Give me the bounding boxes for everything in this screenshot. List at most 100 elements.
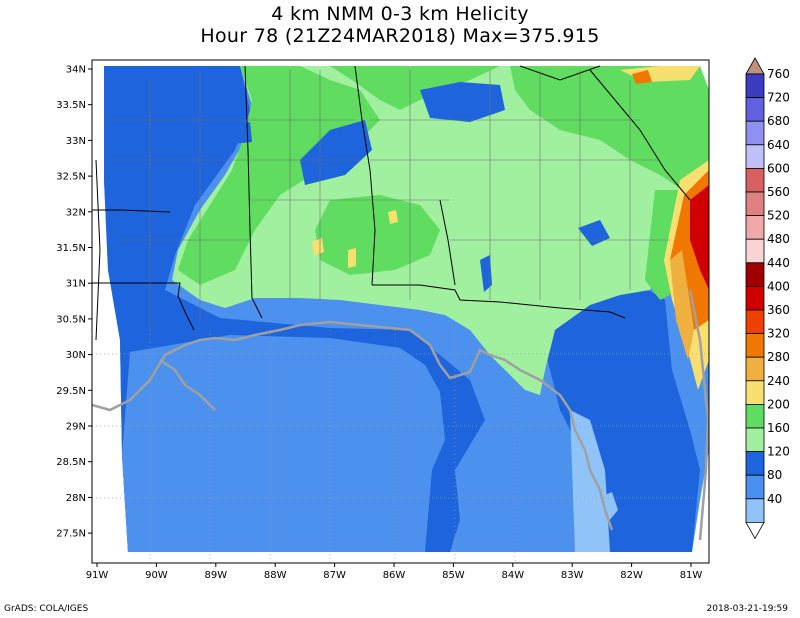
colorbar-label: 160 bbox=[767, 421, 790, 435]
colorbar-label: 480 bbox=[767, 232, 790, 246]
colorbar-label: 720 bbox=[767, 91, 790, 105]
map-subtitle: Hour 78 (21Z24MAR2018) Max=375.915 bbox=[200, 25, 600, 47]
mississippi-river bbox=[95, 159, 101, 341]
colorbar-bottom-triangle bbox=[745, 522, 765, 540]
lon-label: 82W bbox=[620, 570, 643, 581]
lon-label: 91W bbox=[86, 570, 109, 581]
lon-label: 86W bbox=[383, 570, 406, 581]
colorbar-label: 400 bbox=[767, 279, 790, 293]
colorbar-swatch bbox=[745, 120, 765, 146]
latitude-axis: 34N 33.5N 33N 32.5N 32N 31.5N 31N 30.5N 30N 29.5N… bbox=[56, 65, 92, 540]
colorbar-label: 80 bbox=[767, 468, 782, 482]
pale-blue-peninsula bbox=[570, 410, 610, 552]
colorbar-swatch bbox=[745, 427, 765, 453]
lat-label: 31N bbox=[66, 279, 86, 290]
colorbar-label: 280 bbox=[767, 350, 790, 364]
fl-border bbox=[372, 284, 626, 319]
savannah-river bbox=[589, 69, 691, 201]
lat-label: 32N bbox=[66, 207, 86, 218]
la-ms-border bbox=[92, 282, 195, 331]
colorbar: 760 720 680 640 600 560 520 480 440 400 360 320 280 2… bbox=[745, 57, 790, 540]
green-mid-central bbox=[315, 195, 440, 275]
plot-frame bbox=[91, 59, 710, 564]
colorbar-swatch bbox=[745, 474, 765, 500]
lon-label: 89W bbox=[204, 570, 227, 581]
colorbar-swatch bbox=[745, 403, 765, 429]
lat-label: 31.5N bbox=[56, 243, 86, 254]
county-lines bbox=[110, 70, 670, 330]
ga-sc-border bbox=[519, 65, 601, 81]
colorbar-swatch bbox=[745, 451, 765, 476]
lat-label: 28N bbox=[66, 493, 86, 504]
colorbar-label: 680 bbox=[767, 114, 790, 128]
lat-label: 28.5N bbox=[56, 457, 86, 468]
orange-ne-corner bbox=[632, 70, 652, 84]
colorbar-swatch bbox=[745, 285, 765, 311]
yellow-spot-1 bbox=[312, 238, 324, 256]
lat-label: 27.5N bbox=[56, 529, 86, 540]
colorbar-swatch bbox=[745, 238, 765, 264]
colorbar-label: 520 bbox=[767, 209, 790, 223]
lat-label: 33N bbox=[66, 136, 86, 147]
orange-light-sc bbox=[670, 250, 694, 360]
lat-label: 29N bbox=[66, 422, 86, 433]
colorbar-swatch bbox=[745, 380, 765, 405]
lon-label: 84W bbox=[501, 570, 524, 581]
graticule bbox=[92, 330, 709, 563]
yellow-spot-3 bbox=[388, 210, 398, 224]
al-ga-border bbox=[354, 65, 376, 286]
red-sc-coast bbox=[690, 185, 709, 290]
colorbar-label: 640 bbox=[767, 138, 790, 152]
lon-label: 88W bbox=[264, 570, 287, 581]
colorbar-label: 200 bbox=[767, 397, 790, 411]
colorbar-swatch bbox=[745, 191, 765, 217]
green-mid-belt-west bbox=[178, 66, 380, 285]
colorbar-swatch bbox=[745, 356, 765, 382]
colorbar-swatch bbox=[745, 167, 765, 193]
colorbar-top-triangle bbox=[745, 57, 765, 75]
blue-patch-georgia bbox=[420, 82, 505, 122]
lat-label: 29.5N bbox=[56, 386, 86, 397]
lat-label: 30.5N bbox=[56, 314, 86, 325]
lat-label: 34N bbox=[66, 65, 86, 76]
colorbar-swatch bbox=[745, 144, 765, 169]
colorbar-label: 40 bbox=[767, 492, 782, 506]
colorbar-swatch bbox=[745, 498, 765, 523]
ms-al-border bbox=[244, 65, 263, 319]
colorbar-swatch bbox=[745, 215, 765, 240]
green-mid-north bbox=[330, 66, 500, 110]
colorbar-label: 360 bbox=[767, 303, 790, 317]
colorbar-label: 440 bbox=[767, 256, 790, 270]
lon-label: 83W bbox=[561, 570, 584, 581]
green-mid-northeast bbox=[510, 66, 709, 200]
blue-patch-alabama bbox=[300, 120, 372, 185]
colorbar-label: 240 bbox=[767, 374, 790, 388]
blue-patch-river bbox=[480, 255, 492, 292]
lat-label: 32.5N bbox=[56, 172, 86, 183]
lon-label: 85W bbox=[442, 570, 465, 581]
colorbar-swatch bbox=[745, 333, 765, 358]
colorbar-label: 320 bbox=[767, 327, 790, 341]
lat-label: 30N bbox=[66, 350, 86, 361]
colorbar-label: 560 bbox=[767, 185, 790, 199]
lon-label: 81W bbox=[680, 570, 703, 581]
longitude-axis: 91W 90W 89W 88W 87W 86W 85W 84W 83W 82W 81W bbox=[86, 563, 703, 581]
blue-patch-sw-ga bbox=[578, 220, 610, 246]
state-borders bbox=[92, 65, 691, 341]
colorbar-swatch bbox=[745, 309, 765, 335]
colorbar-label: 760 bbox=[767, 67, 790, 81]
lon-label: 90W bbox=[145, 570, 168, 581]
colorbar-swatch bbox=[745, 262, 765, 287]
lon-label: 87W bbox=[323, 570, 346, 581]
ar-la-border bbox=[92, 209, 171, 213]
footer-credit: GrADS: COLA/IGES bbox=[4, 604, 89, 614]
colorbar-label: 600 bbox=[767, 161, 790, 175]
colorbar-swatch bbox=[745, 97, 765, 122]
colorbar-label: 120 bbox=[767, 445, 790, 459]
map-title: 4 km NMM 0-3 km Helicity bbox=[271, 3, 529, 25]
colorbar-swatch bbox=[745, 73, 765, 99]
footer-timestamp: 2018-03-21-19:59 bbox=[706, 604, 789, 614]
coastline bbox=[92, 289, 709, 541]
blue-patch-ms bbox=[228, 122, 252, 144]
